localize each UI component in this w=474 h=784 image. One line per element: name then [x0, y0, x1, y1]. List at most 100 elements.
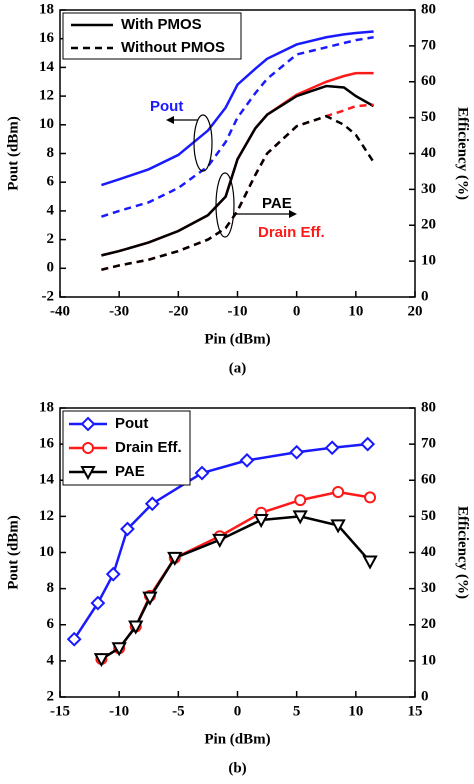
marker — [360, 436, 376, 452]
y-tick-label: 18 — [39, 1, 54, 17]
y-tick-label: 6 — [47, 616, 55, 632]
marker — [364, 491, 377, 504]
marker — [82, 442, 94, 454]
marker — [292, 510, 308, 525]
annotation-ellipse — [193, 114, 213, 172]
x-tick-label: -10 — [228, 303, 248, 319]
y-tick-label: 14 — [39, 472, 55, 488]
x-tick-label: 20 — [408, 303, 423, 319]
marker — [239, 452, 255, 468]
marker — [330, 519, 346, 534]
marker — [144, 496, 160, 512]
x-tick-label: 0 — [293, 303, 301, 319]
x-tick-label: -20 — [168, 303, 188, 319]
y2-tick-label: 70 — [421, 37, 436, 53]
plot-frame — [59, 407, 416, 698]
x-tick-label: -30 — [109, 303, 129, 319]
marker — [105, 566, 121, 582]
y2-tick-label: 20 — [421, 217, 436, 233]
legend-label: Without PMOS — [121, 39, 225, 56]
y2-tick-label: 30 — [421, 181, 436, 197]
x-tick-label: 10 — [348, 303, 363, 319]
y-tick-label: 14 — [39, 59, 55, 75]
x-axis-label: Pin (dBm) — [204, 731, 270, 747]
x-tick-label: -10 — [109, 703, 129, 719]
x-tick-label: 15 — [408, 703, 423, 719]
y-tick-label: 2 — [47, 688, 55, 704]
legend-label: Drain Eff. — [115, 439, 182, 456]
marker — [120, 521, 135, 537]
x-tick-label: 5 — [293, 703, 301, 719]
y-tick-label: 4 — [47, 202, 55, 218]
annotation-ellipse — [215, 172, 235, 238]
marker — [66, 631, 82, 647]
y2-axis-label: Efficiency (%) — [455, 107, 471, 200]
y-tick-label: 2 — [47, 231, 55, 247]
series-line — [100, 490, 371, 661]
marker — [80, 416, 96, 432]
y-tick-label: 4 — [47, 652, 55, 668]
y-tick-label: 16 — [39, 436, 55, 452]
y2-tick-label: 20 — [421, 616, 436, 632]
legend-label: PAE — [115, 463, 145, 480]
annotation: PAE — [262, 195, 292, 212]
y2-axis-label: Efficiency (%) — [455, 506, 471, 599]
marker — [80, 466, 96, 481]
y-tick-label: -2 — [42, 288, 55, 304]
y2-tick-label: 0 — [421, 288, 429, 304]
y-tick-label: 12 — [39, 88, 54, 104]
series-line — [101, 114, 375, 271]
y-tick-label: 6 — [47, 174, 55, 190]
annotation: Drain Eff. — [258, 224, 325, 241]
marker — [362, 555, 378, 570]
series-line — [73, 442, 368, 640]
y2-tick-label: 70 — [421, 436, 436, 452]
marker — [93, 653, 110, 668]
series-line — [101, 30, 374, 187]
legend-box — [62, 12, 242, 60]
plot-frame — [59, 9, 416, 298]
marker — [111, 642, 127, 657]
y-axis-label: Pout (dBm) — [5, 116, 21, 191]
y2-tick-label: 30 — [421, 580, 436, 596]
y2-tick-label: 80 — [421, 1, 436, 17]
y-tick-label: 8 — [47, 145, 55, 161]
marker — [212, 533, 228, 548]
x-tick-label: -40 — [50, 303, 70, 319]
marker — [142, 591, 158, 606]
y-tick-label: 8 — [47, 580, 55, 596]
marker — [128, 620, 144, 635]
y2-tick-label: 60 — [421, 73, 436, 89]
marker — [289, 444, 305, 460]
marker — [90, 595, 106, 611]
legend-label: Pout — [115, 415, 148, 432]
y-tick-label: 12 — [39, 508, 54, 524]
y2-tick-label: 80 — [421, 399, 436, 415]
arrow-head — [289, 210, 297, 218]
series-line — [100, 515, 371, 661]
x-tick-label: 0 — [234, 703, 242, 719]
y-tick-label: 0 — [47, 260, 55, 276]
marker — [332, 485, 345, 498]
y-tick-label: 10 — [39, 544, 54, 560]
marker — [253, 513, 269, 529]
y2-tick-label: 10 — [421, 253, 436, 269]
x-tick-label: -5 — [172, 703, 185, 719]
annotation: Pout — [150, 98, 183, 115]
y-axis-label: Pout (dBm) — [5, 515, 21, 590]
y2-tick-label: 60 — [421, 472, 436, 488]
x-axis-label: Pin (dBm) — [204, 331, 270, 347]
y-tick-label: 16 — [39, 30, 55, 46]
arrow-head — [166, 116, 174, 124]
y2-tick-label: 40 — [421, 544, 436, 560]
y2-tick-label: 50 — [421, 109, 436, 125]
y-tick-label: 18 — [39, 399, 54, 415]
marker — [167, 551, 183, 567]
caption: (a) — [229, 360, 247, 376]
caption: (b) — [228, 760, 246, 776]
legend-label: With PMOS — [121, 16, 202, 33]
series-line — [101, 84, 375, 257]
y-tick-label: 10 — [39, 116, 54, 132]
marker — [324, 440, 340, 456]
